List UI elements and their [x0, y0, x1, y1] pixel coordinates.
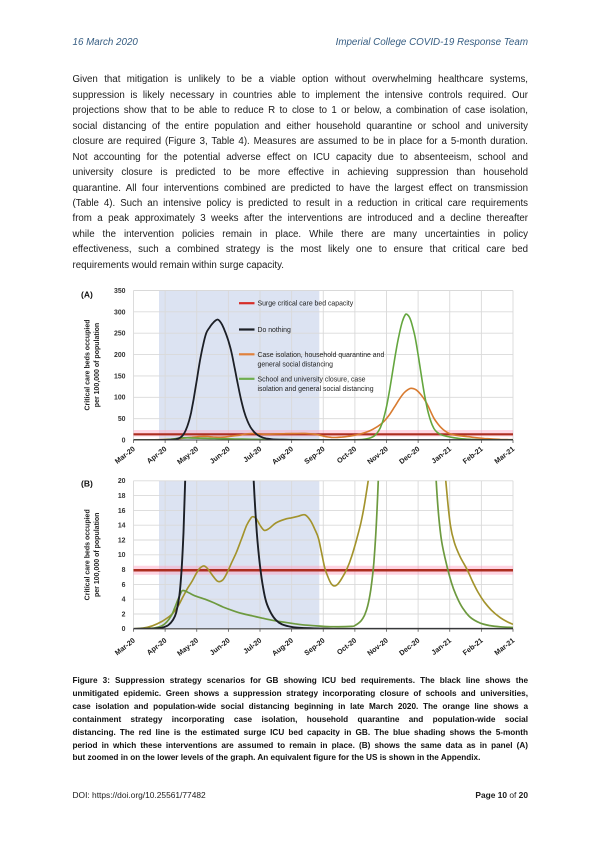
svg-text:12: 12 — [118, 537, 126, 544]
svg-text:Dec-20: Dec-20 — [397, 444, 421, 466]
svg-text:150: 150 — [114, 373, 126, 380]
svg-text:Nov-20: Nov-20 — [365, 636, 389, 658]
svg-text:(B): (B) — [81, 479, 93, 489]
svg-text:Feb-21: Feb-21 — [461, 636, 485, 657]
svg-text:Critical care beds occupied: Critical care beds occupied — [85, 319, 92, 410]
svg-text:Jan-21: Jan-21 — [429, 444, 452, 465]
svg-text:0: 0 — [122, 626, 126, 633]
svg-text:Sep-20: Sep-20 — [302, 444, 326, 466]
svg-text:Dec-20: Dec-20 — [397, 636, 421, 658]
svg-text:250: 250 — [114, 331, 126, 338]
svg-text:Case isolation, household quar: Case isolation, household quarantine and — [258, 352, 385, 359]
svg-text:Feb-21: Feb-21 — [461, 444, 485, 465]
svg-text:Jan-21: Jan-21 — [429, 636, 452, 657]
svg-text:isolation and general social d: isolation and general social distancing — [258, 386, 374, 393]
svg-text:Jun-20: Jun-20 — [208, 636, 232, 657]
svg-text:per 100,000 of population: per 100,000 of population — [94, 323, 101, 407]
svg-text:Oct-20: Oct-20 — [335, 444, 358, 465]
svg-text:350: 350 — [114, 288, 126, 295]
svg-text:Jul-20: Jul-20 — [241, 636, 263, 656]
svg-text:2: 2 — [122, 611, 126, 618]
svg-text:Mar-21: Mar-21 — [492, 444, 516, 465]
svg-text:Critical care beds occupied: Critical care beds occupied — [85, 509, 92, 600]
svg-text:Aug-20: Aug-20 — [270, 636, 295, 658]
svg-text:May-20: May-20 — [175, 444, 200, 466]
svg-text:20: 20 — [118, 478, 126, 485]
svg-text:Apr-20: Apr-20 — [145, 636, 168, 657]
svg-text:14: 14 — [118, 523, 126, 530]
svg-text:Mar-20: Mar-20 — [113, 636, 137, 657]
svg-text:100: 100 — [114, 395, 126, 402]
svg-text:(A): (A) — [81, 290, 93, 300]
svg-text:Do nothing: Do nothing — [258, 327, 291, 334]
svg-text:18: 18 — [118, 493, 126, 500]
svg-text:200: 200 — [114, 352, 126, 359]
svg-text:Oct-20: Oct-20 — [335, 636, 358, 657]
svg-text:Jul-20: Jul-20 — [241, 444, 263, 464]
svg-text:6: 6 — [122, 582, 126, 589]
svg-text:300: 300 — [114, 309, 126, 316]
svg-text:10: 10 — [118, 552, 126, 559]
svg-text:Aug-20: Aug-20 — [270, 444, 295, 466]
svg-text:Mar-20: Mar-20 — [113, 444, 137, 465]
svg-text:Jun-20: Jun-20 — [208, 444, 232, 465]
svg-text:Sep-20: Sep-20 — [302, 636, 326, 658]
svg-text:0: 0 — [122, 437, 126, 444]
svg-text:May-20: May-20 — [175, 636, 200, 658]
svg-text:16: 16 — [118, 508, 126, 515]
svg-text:School and university closure,: School and university closure, case — [258, 376, 366, 383]
svg-text:Surge critical care bed capaci: Surge critical care bed capacity — [258, 301, 354, 308]
svg-text:general social distancing: general social distancing — [258, 361, 334, 368]
svg-text:Apr-20: Apr-20 — [145, 444, 168, 465]
svg-text:Nov-20: Nov-20 — [365, 444, 389, 466]
svg-text:Mar-21: Mar-21 — [492, 636, 516, 657]
svg-text:8: 8 — [122, 567, 126, 574]
svg-text:per 100,000 of population: per 100,000 of population — [94, 513, 101, 597]
svg-text:50: 50 — [118, 416, 126, 423]
svg-text:4: 4 — [122, 597, 126, 604]
